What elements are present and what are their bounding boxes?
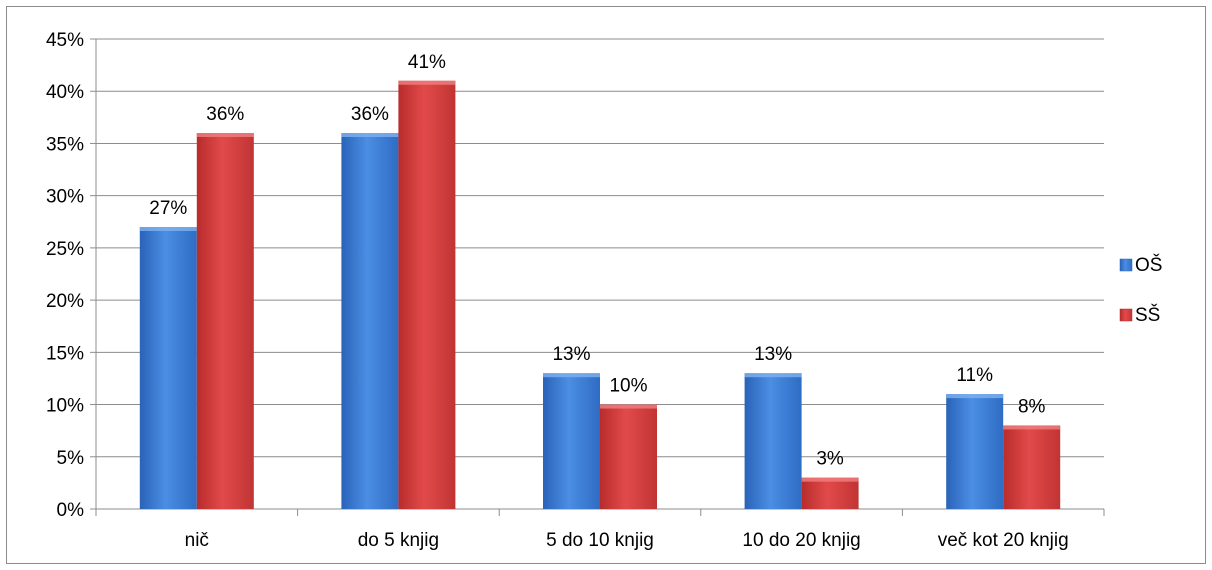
data-label: 8% <box>1018 396 1046 417</box>
y-tick-label: 40% <box>46 82 84 103</box>
bar-os <box>946 394 1004 509</box>
x-tick-label: 5 do 10 knjig <box>546 530 654 551</box>
bar-bevel <box>600 404 657 409</box>
data-labels: 27% 36% 13% 13% 11% 36% 41% 10% 3% 8% <box>149 52 1045 470</box>
bar-ss <box>600 404 657 509</box>
data-label: 27% <box>149 198 187 219</box>
y-tick-label: 15% <box>46 343 84 364</box>
x-tick-label: nič <box>185 530 209 551</box>
y-tick-label: 35% <box>46 134 84 155</box>
bar-bevel <box>744 373 802 378</box>
legend-label-ss: SŠ <box>1135 304 1160 326</box>
bar-bevel <box>398 80 456 85</box>
legend-swatch-ss <box>1119 308 1133 322</box>
y-tick-label: 5% <box>57 448 85 469</box>
bar-bevel <box>1003 425 1061 430</box>
bar-ss <box>801 477 859 509</box>
bar-os <box>139 227 197 509</box>
bar-bevel <box>341 133 399 137</box>
data-label: 36% <box>351 104 389 125</box>
bars <box>139 80 1061 510</box>
legend-swatch-os <box>1119 258 1133 272</box>
y-tick-label: 10% <box>46 396 84 417</box>
bar-bevel <box>946 394 1004 399</box>
y-tick-label: 45% <box>46 30 84 51</box>
bar-os <box>744 373 802 509</box>
x-tick-label: do 5 knjig <box>358 530 439 551</box>
bar-bevel <box>801 477 859 482</box>
data-label: 36% <box>206 104 244 125</box>
x-tick-label: več kot 20 knjig <box>938 530 1069 551</box>
bar-bevel <box>196 133 254 137</box>
y-tick-label: 20% <box>46 291 84 312</box>
y-tick-label: 30% <box>46 187 84 208</box>
bar-bevel <box>543 373 600 378</box>
grid-lines <box>96 38 1104 458</box>
bar-bevel <box>139 227 197 231</box>
x-tick-label: 10 do 20 knjig <box>742 530 860 551</box>
data-label: 13% <box>754 344 792 365</box>
bar-os <box>341 133 399 509</box>
data-label: 11% <box>956 365 993 386</box>
bar-os <box>543 373 600 509</box>
bar-ss <box>196 133 254 509</box>
bar-ss <box>398 80 456 510</box>
axes: 0% 5% 10% 15% 20% 25% 30% 35% 40% 45% nič do 5 knji… <box>46 30 1105 551</box>
bar-ss <box>1003 425 1061 509</box>
data-label: 3% <box>816 449 844 470</box>
data-label: 13% <box>552 344 590 365</box>
y-tick-label: 0% <box>57 500 85 521</box>
y-tick-label: 25% <box>46 239 84 260</box>
data-label: 10% <box>609 376 647 397</box>
data-label: 41% <box>408 52 446 73</box>
legend: OŠ SŠ <box>1119 254 1162 326</box>
legend-label-os: OŠ <box>1135 254 1162 276</box>
